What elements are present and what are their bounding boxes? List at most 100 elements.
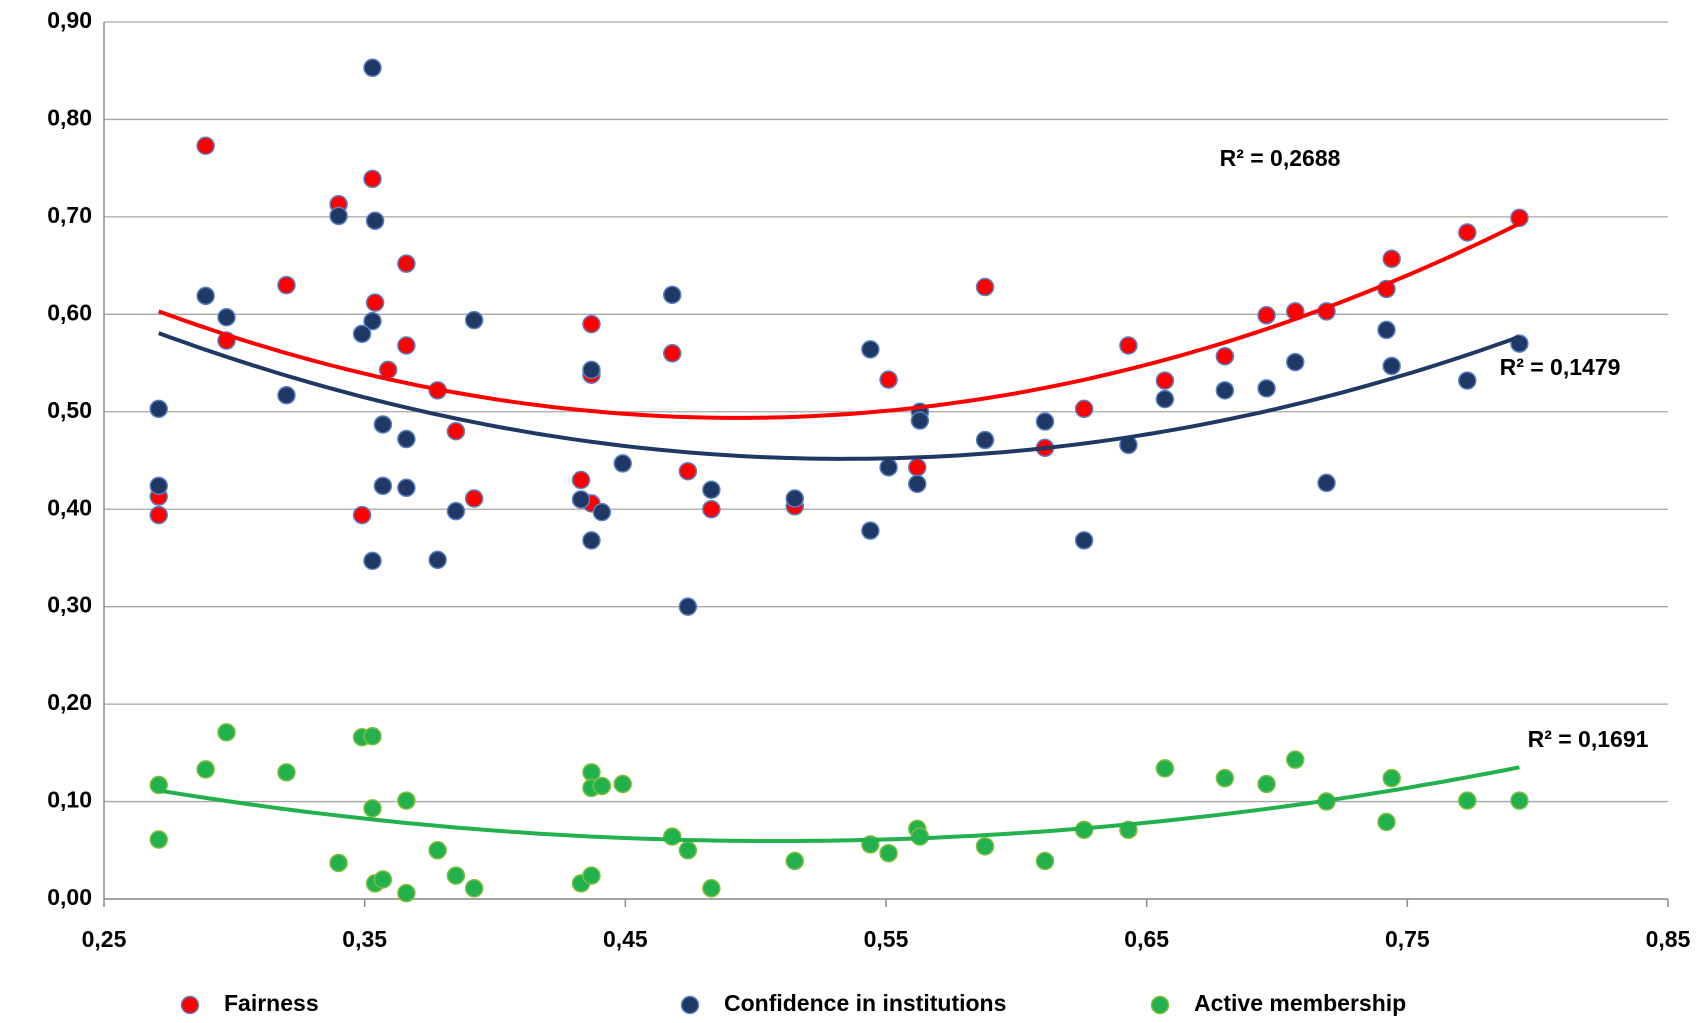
point <box>702 480 721 499</box>
x-tick-label: 0,55 <box>864 926 909 952</box>
point <box>1257 306 1276 325</box>
point <box>678 461 698 481</box>
legend-marker <box>180 995 200 1015</box>
x-tick-label: 0,85 <box>1646 926 1691 952</box>
point <box>785 851 805 871</box>
point <box>592 502 612 522</box>
point <box>397 429 416 449</box>
point <box>428 550 447 570</box>
point <box>1458 223 1477 242</box>
point <box>975 277 995 297</box>
point <box>149 505 168 525</box>
point <box>397 254 416 273</box>
y-tick-label: 0,70 <box>47 202 92 228</box>
point <box>397 791 416 810</box>
point <box>1285 750 1305 769</box>
point <box>975 430 995 450</box>
point <box>277 385 296 405</box>
point <box>1377 320 1396 340</box>
point <box>149 830 168 849</box>
y-tick-label: 0,50 <box>47 397 92 423</box>
point <box>397 883 416 903</box>
point <box>277 275 296 295</box>
trendline-label: R² = 0,1479 <box>1500 354 1621 380</box>
point <box>1257 774 1276 794</box>
trendline <box>158 765 1520 843</box>
point <box>464 310 484 330</box>
point <box>1215 768 1235 788</box>
point <box>571 470 591 490</box>
point <box>397 336 416 355</box>
point <box>1317 473 1336 493</box>
point <box>373 476 393 496</box>
point <box>1257 379 1276 398</box>
point <box>1458 371 1477 390</box>
x-tick-label: 0,65 <box>1124 926 1169 952</box>
point <box>1382 249 1401 269</box>
point <box>446 422 466 441</box>
point <box>702 879 721 898</box>
point <box>196 136 215 156</box>
point <box>785 489 805 508</box>
point <box>363 169 382 189</box>
point <box>397 478 416 498</box>
y-tick-label: 0,30 <box>47 592 92 618</box>
trendline-label: R² = 0,1691 <box>1528 726 1649 752</box>
point <box>908 458 927 477</box>
point <box>446 866 466 885</box>
point <box>678 841 698 860</box>
point <box>352 505 372 525</box>
point <box>908 474 927 494</box>
point <box>1510 791 1529 810</box>
legend-label: Active membership <box>1194 990 1406 1016</box>
point <box>861 340 880 359</box>
point <box>1510 208 1529 228</box>
point <box>1377 812 1396 832</box>
y-tick-label: 0,90 <box>47 7 92 33</box>
legend-label: Fairness <box>224 990 319 1016</box>
point <box>363 551 382 571</box>
point <box>1119 336 1138 355</box>
point <box>196 286 215 306</box>
legend-marker <box>1150 995 1170 1015</box>
x-tick-label: 0,25 <box>82 926 127 952</box>
point <box>975 837 995 856</box>
point <box>428 841 447 860</box>
point <box>861 521 880 540</box>
point <box>663 827 682 846</box>
point <box>446 501 466 521</box>
point <box>1074 399 1094 419</box>
point <box>1155 371 1175 390</box>
point <box>1458 791 1477 810</box>
point <box>196 760 215 779</box>
legend-label: Confidence in institutions <box>724 990 1006 1016</box>
y-tick-label: 0,40 <box>47 494 92 520</box>
point <box>571 490 591 509</box>
point <box>1215 381 1235 400</box>
point <box>365 293 385 312</box>
trendline <box>158 331 1521 461</box>
x-tick-label: 0,45 <box>603 926 648 952</box>
point <box>363 799 382 818</box>
point <box>464 879 484 898</box>
point <box>592 776 612 796</box>
point <box>1035 851 1055 871</box>
point <box>582 314 601 334</box>
y-tick-label: 0,10 <box>47 787 92 813</box>
point <box>910 411 930 430</box>
point <box>373 415 393 434</box>
y-tick-label: 0,60 <box>47 299 92 325</box>
point <box>365 211 385 231</box>
legend-marker <box>680 995 700 1015</box>
point <box>352 324 372 344</box>
point <box>464 489 484 508</box>
point <box>678 597 698 616</box>
point <box>329 853 348 873</box>
point <box>1155 389 1175 409</box>
point <box>1074 531 1094 550</box>
point <box>149 476 168 496</box>
y-tick-label: 0,80 <box>47 105 92 131</box>
point <box>582 866 601 885</box>
